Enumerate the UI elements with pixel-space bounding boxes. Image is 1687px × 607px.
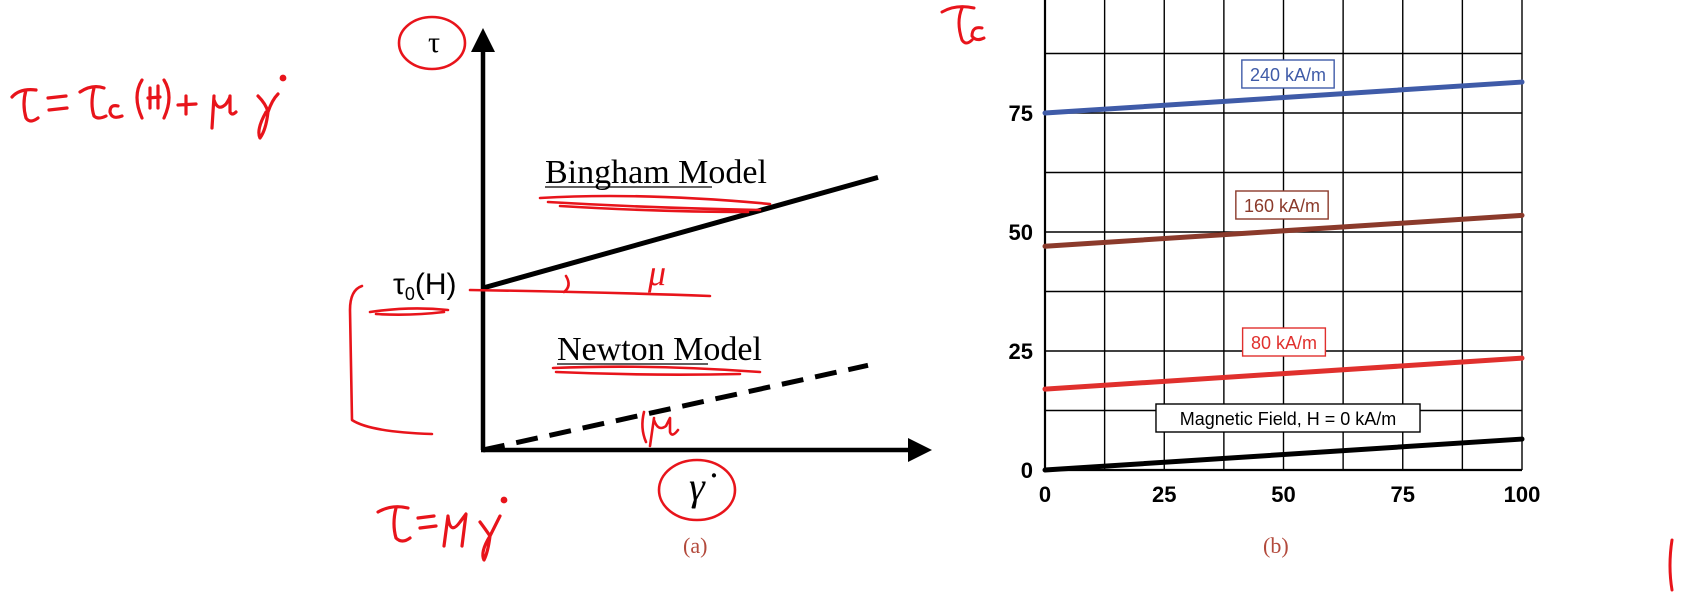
tau0-label: τ0(H) [393, 268, 457, 304]
x-tick-label: 0 [1039, 482, 1051, 507]
handwritten-equation-newton [376, 496, 508, 562]
chart-a-x-axis-label: γ̇ [689, 464, 717, 509]
chart-a-x-axis-arrow [908, 438, 932, 462]
series-label: 160 kA/m [1244, 196, 1320, 216]
chart-a-bingham-newton: τ Bingham Model Newton Model τ0(H) γ̇ (a… [393, 26, 932, 558]
ink-circle-gamma [657, 458, 737, 522]
series-label-box [1155, 403, 1421, 433]
chart-b-caption: (b) [1263, 533, 1289, 558]
chart-a-y-axis-arrow [471, 28, 495, 52]
y-tick-label: 0 [1021, 458, 1033, 483]
x-tick-label: 100 [1504, 482, 1541, 507]
series-label-box [1241, 59, 1335, 89]
x-tick-label: 25 [1152, 482, 1176, 507]
chart-a-caption: (a) [683, 533, 707, 558]
y-tick-label: 75 [1009, 101, 1033, 126]
chart-b-series [1042, 79, 1525, 473]
y-tick-label: 25 [1009, 339, 1033, 364]
y-tick-label: 50 [1009, 220, 1033, 245]
bingham-model-line [482, 174, 879, 291]
chart-b-series-labels: 240 kA/m 160 kA/m 80 kA/m Magnetic Field, H… [1155, 59, 1421, 433]
newton-model-line [482, 362, 869, 453]
newton-model-label: Newton Model [557, 331, 762, 368]
bingham-model-label: Bingham Model [545, 154, 767, 191]
ink-tau-c [940, 5, 1674, 592]
handwritten-equation-bingham [10, 74, 287, 140]
series-label: 240 kA/m [1250, 65, 1326, 85]
chart-b-tick-labels: 0 25 50 75 100 0 25 50 75 [1009, 101, 1541, 507]
chart-a-y-axis-label: τ [428, 26, 440, 59]
series-label: 80 kA/m [1251, 333, 1317, 353]
series-label-box [1241, 327, 1327, 357]
series-line [1042, 436, 1525, 473]
ink-circle-tau [397, 15, 467, 71]
series-label-box [1235, 190, 1329, 220]
series-line [1042, 79, 1525, 116]
ink-mu-bingham: μ [647, 253, 666, 293]
series-line [1042, 212, 1525, 249]
x-tick-label: 75 [1391, 482, 1415, 507]
series-line [1042, 355, 1525, 392]
chart-b-grid [1043, 0, 1523, 472]
chart-b-yield-stress: 0 25 50 75 100 0 25 50 75 240 kA/m 160 kA/m 80 kA/… [1009, 0, 1541, 558]
x-tick-label: 50 [1271, 482, 1295, 507]
chart-a-ink-annotations [348, 15, 772, 522]
series-label: Magnetic Field, H = 0 kA/m [1180, 409, 1397, 429]
